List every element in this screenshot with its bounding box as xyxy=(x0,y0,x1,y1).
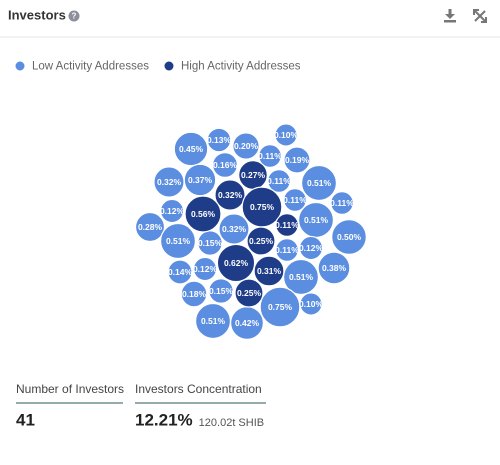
legend-swatch xyxy=(164,61,174,71)
bubble-label: 0.25% xyxy=(237,288,262,298)
bubble xyxy=(298,235,324,261)
bubble-label: 0.27% xyxy=(241,170,266,180)
stat-value: 41 xyxy=(16,410,35,429)
bubble-label: 0.51% xyxy=(307,178,332,188)
bubble xyxy=(159,198,185,224)
bubble-label: 0.51% xyxy=(304,215,329,225)
bubble-label: 0.16% xyxy=(213,160,238,170)
bubble xyxy=(173,131,209,167)
bubble-label: 0.11% xyxy=(275,245,299,255)
bubble xyxy=(167,259,193,285)
bubble-label: 0.75% xyxy=(268,302,293,312)
bubble xyxy=(246,226,276,256)
bubble-label: 0.13% xyxy=(207,135,232,145)
bubble-label: 0.25% xyxy=(249,236,274,246)
bubble-label: 0.31% xyxy=(257,266,282,276)
download-icon[interactable] xyxy=(444,9,456,23)
stat-sub: 120.02t SHIB xyxy=(199,417,264,429)
bubble-label: 0.19% xyxy=(285,155,310,165)
svg-text:?: ? xyxy=(72,12,77,21)
bubble xyxy=(275,238,299,262)
bubble xyxy=(134,211,166,243)
bubble-label: 0.15% xyxy=(198,238,223,248)
bubble-label: 0.51% xyxy=(201,316,226,326)
bubble-label: 0.50% xyxy=(337,232,362,242)
bubble-label: 0.28% xyxy=(138,222,163,232)
bubble xyxy=(180,280,208,308)
legend-label: High Activity Addresses xyxy=(181,61,301,73)
bubble xyxy=(283,146,311,174)
bubble-label: 0.32% xyxy=(218,190,243,200)
bubble-label: 0.10% xyxy=(299,299,324,309)
bubble xyxy=(216,243,256,283)
bubble-label: 0.11% xyxy=(283,195,307,205)
bubble xyxy=(258,144,282,168)
bubble xyxy=(275,213,299,237)
bubble-label: 0.45% xyxy=(179,144,204,154)
stat-label: Number of Investors xyxy=(16,382,124,396)
bubble xyxy=(282,258,320,296)
bubble-label: 0.75% xyxy=(250,202,275,212)
bubble xyxy=(300,164,338,202)
bubble-label: 0.12% xyxy=(160,206,185,216)
stat-value: 12.21% xyxy=(135,410,193,429)
bubble-label: 0.42% xyxy=(235,318,260,328)
bubble xyxy=(283,188,307,212)
bubbles: 0.45%0.13%0.20%0.10%0.16%0.11% 0.19%0.32%… xyxy=(134,123,367,340)
bubble-label: 0.51% xyxy=(289,272,314,282)
bubble-label: 0.12% xyxy=(193,264,218,274)
bubble-label: 0.38% xyxy=(322,263,347,273)
bubble-label: 0.56% xyxy=(191,209,216,219)
expand-icon[interactable] xyxy=(473,9,487,23)
bubble xyxy=(212,152,239,179)
legend: Low Activity Addresses High Activity Addr… xyxy=(15,61,301,73)
bubble-label: 0.37% xyxy=(188,175,213,185)
bubble-label: 0.14% xyxy=(168,267,193,277)
stat-label: Investors Concentration xyxy=(135,382,262,396)
legend-swatch xyxy=(15,61,25,71)
help-icon[interactable]: ? xyxy=(68,10,80,22)
bubble-label: 0.62% xyxy=(224,258,249,268)
bubble-label: 0.18% xyxy=(182,289,207,299)
stats: Number of Investors 41 Investors Concentra… xyxy=(16,382,266,429)
bubble-label: 0.15% xyxy=(209,286,234,296)
bubble xyxy=(208,278,234,304)
bubble-label: 0.20% xyxy=(234,141,259,151)
bubble-label: 0.12% xyxy=(299,243,324,253)
bubble xyxy=(267,169,291,193)
bubble xyxy=(232,132,260,160)
bubble xyxy=(234,278,264,308)
bubble xyxy=(253,255,285,287)
bubble xyxy=(206,127,232,153)
bubble-label: 0.32% xyxy=(222,224,247,234)
bubble xyxy=(214,179,246,211)
bubble-label: 0.51% xyxy=(166,236,191,246)
bubble xyxy=(184,195,222,233)
bubble xyxy=(299,292,323,316)
bubble xyxy=(330,191,354,215)
bubble xyxy=(274,123,298,147)
bubble-label: 0.11% xyxy=(275,220,299,230)
bubble-label: 0.32% xyxy=(157,177,182,187)
bubble xyxy=(159,222,197,260)
bubble-label: 0.11% xyxy=(267,176,291,186)
bubble xyxy=(317,251,351,285)
bubble-label: 0.10% xyxy=(274,130,299,140)
bubble xyxy=(192,256,218,282)
legend-label: Low Activity Addresses xyxy=(32,61,149,73)
card-title: Investors xyxy=(8,7,66,22)
bubble-label: 0.11% xyxy=(330,198,354,208)
bubble-label: 0.11% xyxy=(258,151,282,161)
bubble xyxy=(331,219,367,255)
